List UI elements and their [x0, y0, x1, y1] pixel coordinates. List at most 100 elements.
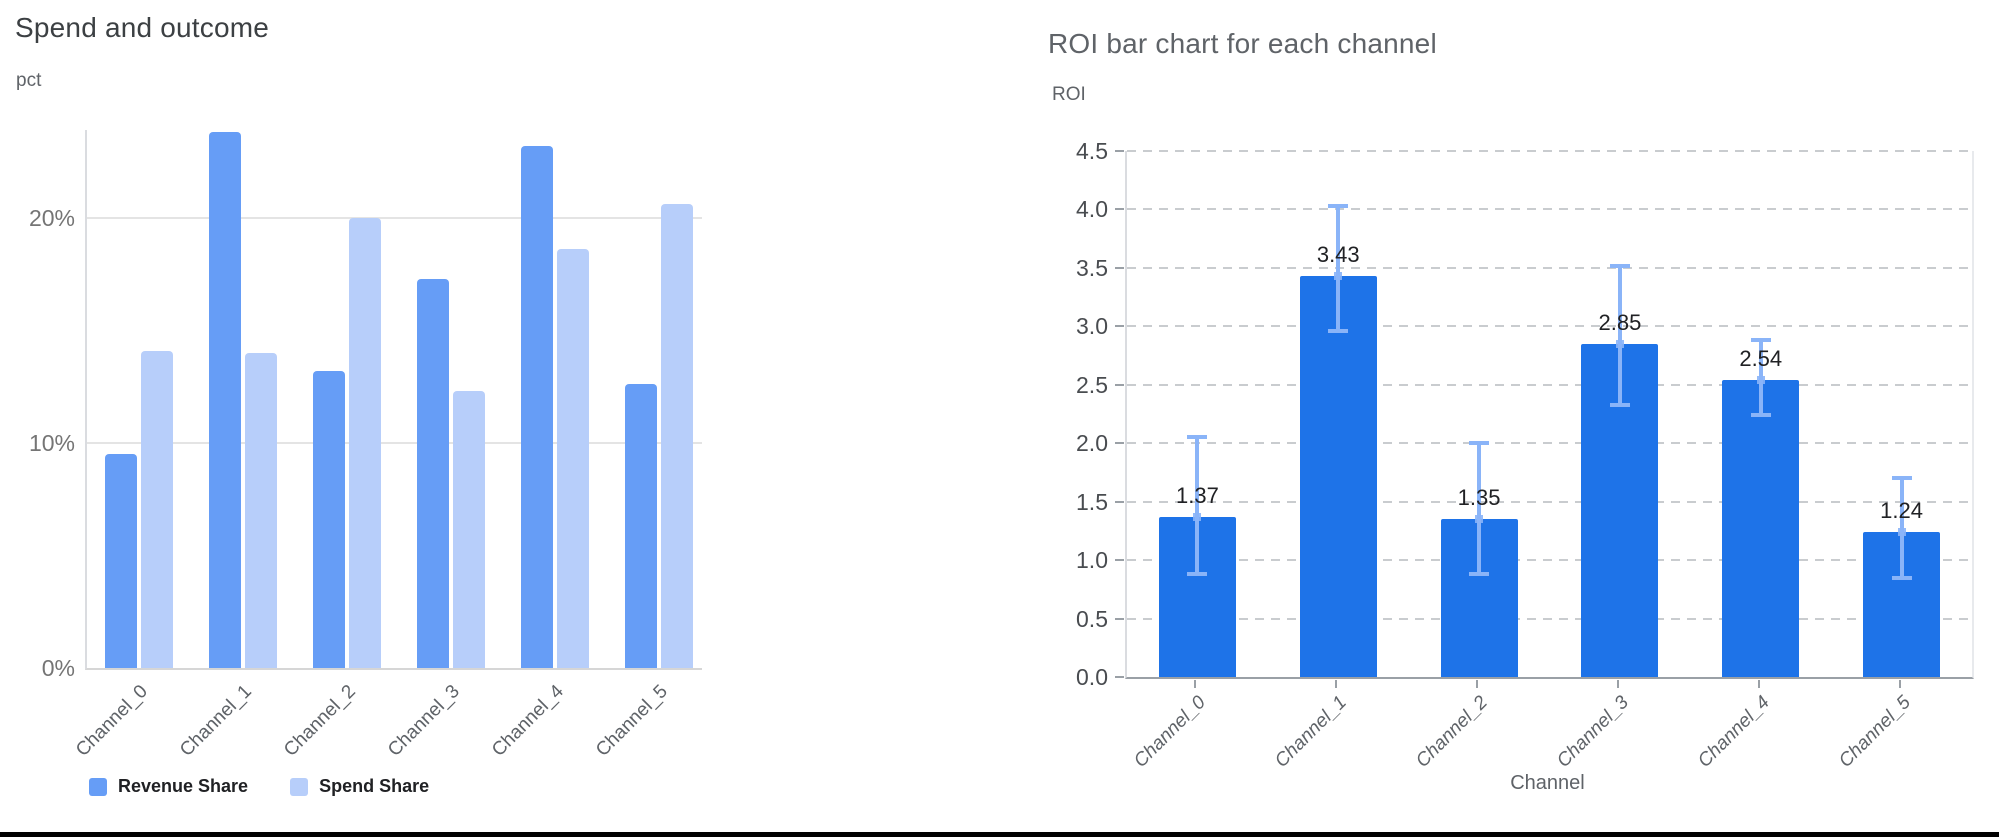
gridline — [1127, 325, 1972, 328]
bar-value-label: 1.37 — [1175, 482, 1219, 508]
gridline — [1127, 617, 1972, 620]
y-tick-mark — [1115, 266, 1124, 269]
left-y-tick-label: 10% — [28, 429, 75, 456]
bar-value-label: 3.43 — [1316, 242, 1360, 268]
y-tick-mark — [1115, 442, 1124, 445]
gridline — [87, 441, 702, 444]
error-cap-top — [1891, 476, 1912, 481]
left-bar-channel_5-revenue-share[interactable] — [625, 384, 657, 668]
error-cap-top — [1187, 435, 1208, 440]
gridline — [1127, 208, 1972, 211]
error-marker — [1615, 339, 1624, 348]
error-bar-channel_1 — [1336, 205, 1341, 331]
gridline — [1127, 266, 1972, 269]
error-marker — [1334, 272, 1343, 281]
legend-item-revenue-share[interactable]: Revenue Share — [89, 776, 248, 797]
y-tick-mark — [1115, 617, 1124, 620]
error-cap-bottom — [1891, 575, 1912, 580]
y-tick-mark — [1115, 559, 1124, 562]
error-cap-bottom — [1328, 329, 1349, 333]
right-plot-area: 1.37 3.43 1.35 2.85 2.54 1.24 — [1125, 150, 1974, 679]
legend-item-spend-share[interactable]: Spend Share — [290, 776, 429, 797]
left-x-tick-label: Channel_5 — [592, 681, 672, 761]
x-tick-mark — [1616, 680, 1619, 688]
left-bar-channel_3-spend-share[interactable] — [453, 391, 485, 668]
right-y-tick-label: 3.0 — [1076, 313, 1108, 340]
left-bar-channel_1-revenue-share[interactable] — [209, 132, 241, 668]
error-bar-channel_2 — [1477, 443, 1482, 575]
legend: Revenue Share Spend Share — [89, 776, 429, 797]
error-cap-bottom — [1750, 413, 1771, 418]
left-chart-title: Spend and outcome — [15, 12, 270, 43]
right-chart-title: ROI bar chart for each channel — [1048, 28, 1437, 59]
left-bar-channel_3-revenue-share[interactable] — [417, 279, 449, 668]
right-x-axis-title: Channel — [1510, 772, 1585, 794]
left-bar-channel_4-spend-share[interactable] — [557, 249, 589, 668]
error-cap-bottom — [1187, 572, 1208, 577]
right-y-tick-label: 2.0 — [1076, 430, 1108, 457]
bar-value-label: 1.24 — [1880, 498, 1923, 524]
left-plot-area — [85, 130, 702, 670]
left-bar-channel_2-spend-share[interactable] — [349, 218, 381, 668]
gridline — [1127, 442, 1972, 445]
window-bottom-border — [0, 832, 1999, 837]
legend-swatch-revenue — [89, 777, 107, 796]
right-y-tick-label: 0.5 — [1076, 605, 1108, 632]
roi-bar-channel_4[interactable] — [1722, 380, 1800, 677]
error-cap-bottom — [1469, 572, 1490, 577]
left-bar-channel_0-spend-share[interactable] — [141, 351, 173, 668]
error-cap-bottom — [1609, 402, 1630, 407]
roi-bar-channel_1[interactable] — [1299, 276, 1377, 677]
y-tick-mark — [1115, 208, 1124, 211]
left-bar-channel_2-revenue-share[interactable] — [313, 371, 345, 668]
right-x-tick-label: Channel_4 — [1693, 692, 1774, 772]
x-tick-mark — [1335, 680, 1338, 688]
error-marker — [1897, 528, 1906, 537]
left-bar-channel_4-revenue-share[interactable] — [521, 146, 553, 668]
right-y-axis-label: ROI — [1052, 84, 1086, 105]
error-bar-channel_5 — [1899, 478, 1904, 578]
error-cap-top — [1469, 441, 1490, 446]
error-cap-top — [1328, 203, 1349, 208]
gridline — [1127, 383, 1972, 386]
error-marker — [1193, 512, 1202, 521]
left-bar-channel_0-revenue-share[interactable] — [105, 454, 137, 668]
error-bar-channel_3 — [1617, 265, 1622, 405]
error-marker — [1756, 376, 1765, 385]
right-x-tick-label: Channel_2 — [1412, 692, 1492, 772]
right-y-tick-label: 4.0 — [1076, 196, 1108, 223]
legend-label-spend: Spend Share — [319, 776, 430, 796]
bar-value-label: 2.85 — [1598, 309, 1642, 335]
left-y-axis-unit: pct — [16, 70, 42, 91]
right-y-tick-label: 3.5 — [1076, 254, 1108, 281]
right-y-tick-label: 1.0 — [1076, 547, 1108, 574]
right-y-tick-label: 1.5 — [1076, 488, 1108, 515]
error-cap-top — [1609, 263, 1630, 268]
x-tick-mark — [1476, 680, 1479, 688]
right-y-tick-label: 0.0 — [1076, 664, 1108, 690]
gridline — [1127, 500, 1972, 503]
y-tick-mark — [1115, 383, 1124, 386]
y-tick-mark — [1115, 500, 1124, 503]
y-tick-mark — [1115, 150, 1124, 152]
x-tick-mark — [1757, 680, 1760, 688]
gridline — [1127, 150, 1972, 152]
legend-label-revenue: Revenue Share — [118, 776, 249, 796]
gridline — [1127, 559, 1972, 562]
left-bar-channel_1-spend-share[interactable] — [245, 353, 277, 668]
left-bar-channel_5-spend-share[interactable] — [661, 204, 693, 668]
y-tick-mark — [1115, 676, 1124, 678]
right-x-tick-label: Channel_5 — [1834, 692, 1915, 772]
right-y-tick-label: 2.5 — [1076, 371, 1108, 398]
bar-value-label: 2.54 — [1739, 346, 1783, 372]
x-tick-mark — [1898, 680, 1901, 688]
right-x-tick-label: Channel_0 — [1130, 692, 1211, 772]
error-cap-top — [1750, 338, 1771, 343]
left-y-tick-label: 20% — [28, 204, 75, 231]
legend-swatch-spend — [290, 777, 309, 796]
y-tick-mark — [1115, 325, 1124, 328]
error-marker — [1475, 515, 1484, 524]
error-bar-channel_0 — [1195, 437, 1200, 575]
gridline — [87, 216, 702, 219]
